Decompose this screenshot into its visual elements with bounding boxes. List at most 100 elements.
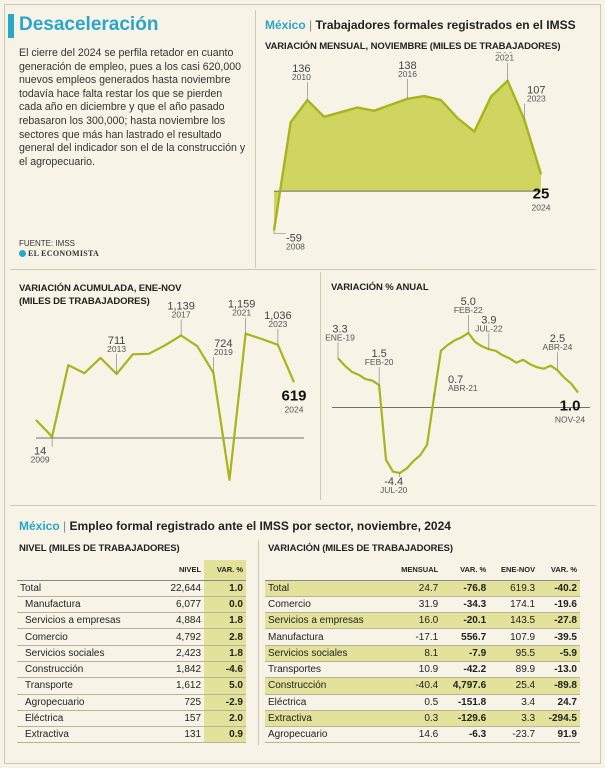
annotation-date: 2024 [532,202,551,212]
table-row: Servicios sociales 2,423 1.8 [17,645,246,662]
page-title: Desaceleración [19,14,159,35]
table-cell: Transportes [268,664,321,676]
table-cell: 1.0 [204,580,246,597]
annotation-date: JUL-22 [475,323,503,333]
table-cell: Construcción [268,680,327,692]
annotation-value: -59 [286,233,302,245]
table-cell: -27.8 [554,615,577,627]
table-cell: 619.3 [510,582,536,594]
table-row: Extractiva 0.3 -129.6 3.3 -294.5 [265,710,580,727]
chart1-country: México [265,18,306,32]
table-cell: 10.9 [418,664,439,676]
table-cell: 24.7 [557,696,577,708]
annotation-date: 2013 [107,344,126,354]
table-cell: Comercio [25,631,68,643]
annotation-value: 3.9 [481,314,496,326]
table-cell: 0.0 [204,596,246,613]
annotation-value: 1,139 [167,300,195,312]
table-cell: Servicios sociales [25,647,105,659]
table-cell: 0.5 [424,696,439,708]
table-cell: -4.6 [204,661,246,678]
table-row: Comercio 31.9 -34.3 174.1 -19.6 [265,596,580,613]
table-cell: 24.7 [418,582,439,594]
table-cell: Extractiva [268,713,312,725]
table-row: Total 22,644 1.0 [17,580,246,597]
tables-heading: México | Empleo formal registrado ante e… [19,519,451,533]
table-cell: Eléctrica [25,713,64,725]
table-row: Servicios a empresas 4,884 1.8 [17,612,246,629]
table-cell: 4,797.6 [452,680,487,692]
chart2-subtitle: VARIACIÓN ACUMULADA, ENE-NOV (MILES DE T… [19,283,182,307]
table-cell: Servicios sociales [268,647,348,659]
annotation-value: 711 [108,335,126,347]
table-cell: -34.3 [463,598,487,610]
annotation-value: 1,036 [264,310,292,322]
annotation-date: 2024 [285,404,304,414]
intro-text: El cierre del 2024 se perfila retador en… [19,47,246,168]
table-row: Extractiva 131 0.9 [17,726,246,743]
brand-name: EL ECONOMISTA [28,249,100,258]
annotation-date: 2021 [232,308,251,318]
table-cell: 3.4 [521,696,536,708]
table-cell: Construcción [25,664,84,676]
source-note: FUENTE: IMSS [19,239,76,248]
table-cell: Agropecuario [268,729,328,741]
annotation-leader [273,230,286,234]
annotation-value: 25 [533,185,550,202]
table-cell: 1,842 [176,664,202,676]
annotation-date: FEB-20 [365,357,394,367]
table-cell: 143.5 [510,615,536,627]
table-cell: -23.7 [512,729,536,741]
table-cell: Total [20,582,42,594]
table-cell: Manufactura [25,598,81,610]
divider [258,540,259,745]
table-cell: 556.7 [461,631,487,643]
table-cell: -19.6 [554,598,577,610]
table-cell: -39.5 [554,631,577,643]
right-table-title: VARIACIÓN (MILES DE TRABAJADORES) [268,543,453,554]
table-header [17,560,156,580]
annotation-value: 165 [495,52,513,56]
table-cell: 157 [184,713,202,725]
table-cell: 22,644 [170,582,202,594]
table-cell: 1.8 [204,645,246,662]
table-cell: -2.9 [204,694,246,711]
table-row: Agropecuario 14.6 -6.3 -23.7 91.9 [265,727,580,743]
annotation-value: 2.5 [550,333,565,345]
table-header [265,560,389,580]
chart1-heading: México | Trabajadores formales registrad… [265,18,576,32]
title-accent-bar [8,14,14,38]
table-cell: Comercio [268,598,311,610]
table-cell: 89.9 [515,664,536,676]
table-cell: -5.9 [559,647,577,659]
area-fill [274,80,541,231]
divider [10,269,596,270]
table-cell: Transporte [25,680,73,692]
series-line [337,331,579,475]
table-cell: 2,423 [176,647,202,659]
table-cell: 1,612 [176,680,202,692]
table-cell: 16.0 [418,615,439,627]
table-cell: 31.9 [418,598,439,610]
table-cell: 91.9 [557,729,577,741]
annotation-date: 2017 [172,309,191,319]
table-row: Eléctrica 0.5 -151.8 3.4 24.7 [265,694,580,711]
table-row: Servicios sociales 8.1 -7.9 95.5 -5.9 [265,645,580,662]
table-cell: 4,884 [176,615,202,627]
annotation-value: 1,159 [228,299,256,311]
divider [320,272,321,500]
divider [10,505,596,506]
annotation-date: JUL-20 [380,485,408,495]
annotation-date: 2016 [398,69,417,79]
table-cell: Extractiva [25,729,69,741]
table-row: Agropecuario 725 -2.9 [17,694,246,711]
table-cell: 107.9 [510,631,536,643]
table-cell: -129.6 [457,713,487,725]
table-cell: -76.8 [463,582,487,594]
table-cell: Servicios a empresas [268,615,364,627]
series-line [35,332,296,481]
annotation-date: 2023 [268,319,287,329]
annotation-date: 2009 [31,455,50,465]
table-row: Construcción -40.4 4,797.6 25.4 -89.8 [265,677,580,695]
